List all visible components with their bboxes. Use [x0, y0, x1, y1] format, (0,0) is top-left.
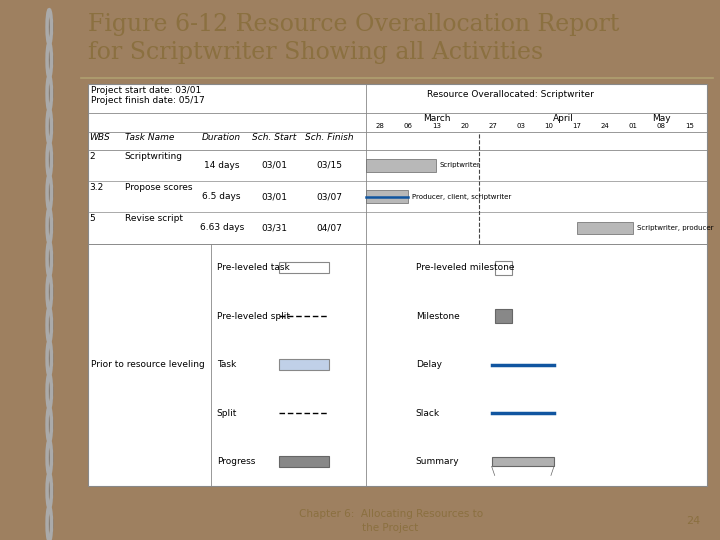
- Bar: [577, 221, 634, 234]
- Text: May: May: [652, 114, 670, 124]
- Polygon shape: [492, 466, 495, 476]
- Text: 27: 27: [488, 123, 497, 129]
- Text: WBS: WBS: [89, 133, 110, 143]
- Circle shape: [50, 150, 53, 169]
- Text: 15: 15: [685, 123, 694, 129]
- Circle shape: [50, 382, 53, 401]
- Bar: [279, 360, 328, 370]
- Text: Pre-leveled task: Pre-leveled task: [217, 264, 289, 272]
- Circle shape: [50, 514, 53, 534]
- Text: Slack: Slack: [415, 409, 440, 418]
- Text: 06: 06: [404, 123, 413, 129]
- Text: 3.2: 3.2: [89, 183, 104, 192]
- Bar: [279, 262, 328, 273]
- Text: Pre-leveled split: Pre-leveled split: [217, 312, 289, 321]
- Text: 20: 20: [460, 123, 469, 129]
- Text: Scriptwriter: Scriptwriter: [440, 162, 480, 168]
- Text: 03/01: 03/01: [261, 192, 287, 201]
- Text: Progress: Progress: [217, 457, 255, 466]
- Circle shape: [50, 448, 53, 467]
- Text: 10: 10: [544, 123, 554, 129]
- Text: March: March: [423, 114, 450, 124]
- Circle shape: [50, 216, 53, 235]
- Text: 03/15: 03/15: [316, 161, 342, 170]
- Circle shape: [50, 114, 53, 138]
- Circle shape: [50, 512, 53, 536]
- Bar: [279, 456, 328, 467]
- Circle shape: [50, 446, 53, 469]
- Circle shape: [50, 183, 53, 202]
- Circle shape: [50, 15, 53, 39]
- Bar: [366, 159, 436, 172]
- Circle shape: [50, 481, 53, 501]
- Text: Pre-leveled milestone: Pre-leveled milestone: [415, 264, 514, 272]
- Text: 08: 08: [657, 123, 666, 129]
- Text: for Scriptwriter Showing all Activities: for Scriptwriter Showing all Activities: [88, 40, 543, 64]
- Text: 17: 17: [572, 123, 582, 129]
- Circle shape: [50, 380, 53, 403]
- Text: 24: 24: [686, 516, 701, 526]
- Text: Sch. Start: Sch. Start: [252, 133, 297, 143]
- Text: 01: 01: [629, 123, 638, 129]
- Circle shape: [50, 315, 53, 335]
- Circle shape: [50, 346, 53, 370]
- Text: Split: Split: [217, 409, 237, 418]
- Circle shape: [50, 249, 53, 268]
- Text: Summary: Summary: [415, 457, 459, 466]
- Text: 03/31: 03/31: [261, 224, 287, 232]
- Text: Chapter 6:  Allocating Resources to
the Project: Chapter 6: Allocating Resources to the P…: [299, 509, 482, 533]
- Text: 03/01: 03/01: [261, 161, 287, 170]
- Circle shape: [50, 313, 53, 337]
- Circle shape: [50, 280, 53, 304]
- Bar: [366, 190, 408, 203]
- Text: Scriptwriting: Scriptwriting: [125, 152, 183, 161]
- Circle shape: [50, 117, 53, 136]
- Text: Resource Overallocated: Scriptwriter: Resource Overallocated: Scriptwriter: [427, 90, 593, 99]
- Circle shape: [50, 147, 53, 171]
- Bar: [492, 457, 554, 466]
- Polygon shape: [551, 466, 554, 476]
- Text: 6.5 days: 6.5 days: [202, 192, 241, 201]
- Text: Figure 6-12 Resource Overallocation Report: Figure 6-12 Resource Overallocation Repo…: [88, 14, 619, 37]
- Text: Duration: Duration: [202, 133, 241, 143]
- Text: 03: 03: [516, 123, 526, 129]
- Text: 04/07: 04/07: [316, 224, 342, 232]
- Text: Revise script: Revise script: [125, 214, 183, 224]
- Circle shape: [50, 282, 53, 302]
- Text: Task: Task: [217, 360, 236, 369]
- Bar: [88, 84, 707, 486]
- Text: 2: 2: [89, 152, 95, 161]
- Text: Milestone: Milestone: [415, 312, 459, 321]
- Circle shape: [50, 415, 53, 434]
- Text: Project finish date: 05/17: Project finish date: 05/17: [91, 96, 204, 105]
- Text: 5: 5: [89, 214, 95, 224]
- Text: Scriptwriter, producer: Scriptwriter, producer: [636, 225, 713, 231]
- Circle shape: [50, 84, 53, 103]
- Text: 03/07: 03/07: [316, 192, 342, 201]
- Circle shape: [50, 247, 53, 271]
- Circle shape: [50, 48, 53, 72]
- Text: 28: 28: [376, 123, 384, 129]
- Text: 6.63 days: 6.63 days: [199, 224, 244, 232]
- Text: Project start date: 03/01: Project start date: 03/01: [91, 86, 201, 96]
- Circle shape: [50, 479, 53, 503]
- Text: Delay: Delay: [415, 360, 442, 369]
- Circle shape: [50, 181, 53, 205]
- Text: April: April: [552, 114, 573, 124]
- Circle shape: [50, 82, 53, 105]
- Circle shape: [50, 50, 53, 70]
- Text: 24: 24: [600, 123, 610, 129]
- Circle shape: [50, 413, 53, 436]
- Text: 14 days: 14 days: [204, 161, 240, 170]
- Circle shape: [50, 214, 53, 238]
- Text: Task Name: Task Name: [125, 133, 174, 143]
- Text: Producer, client, scriptwriter: Producer, client, scriptwriter: [412, 193, 511, 200]
- Text: Propose scores: Propose scores: [125, 183, 192, 192]
- Text: Sch. Finish: Sch. Finish: [305, 133, 354, 143]
- Circle shape: [50, 348, 53, 368]
- Circle shape: [50, 17, 53, 37]
- Text: Prior to resource leveling: Prior to resource leveling: [91, 360, 204, 369]
- Text: 13: 13: [432, 123, 441, 129]
